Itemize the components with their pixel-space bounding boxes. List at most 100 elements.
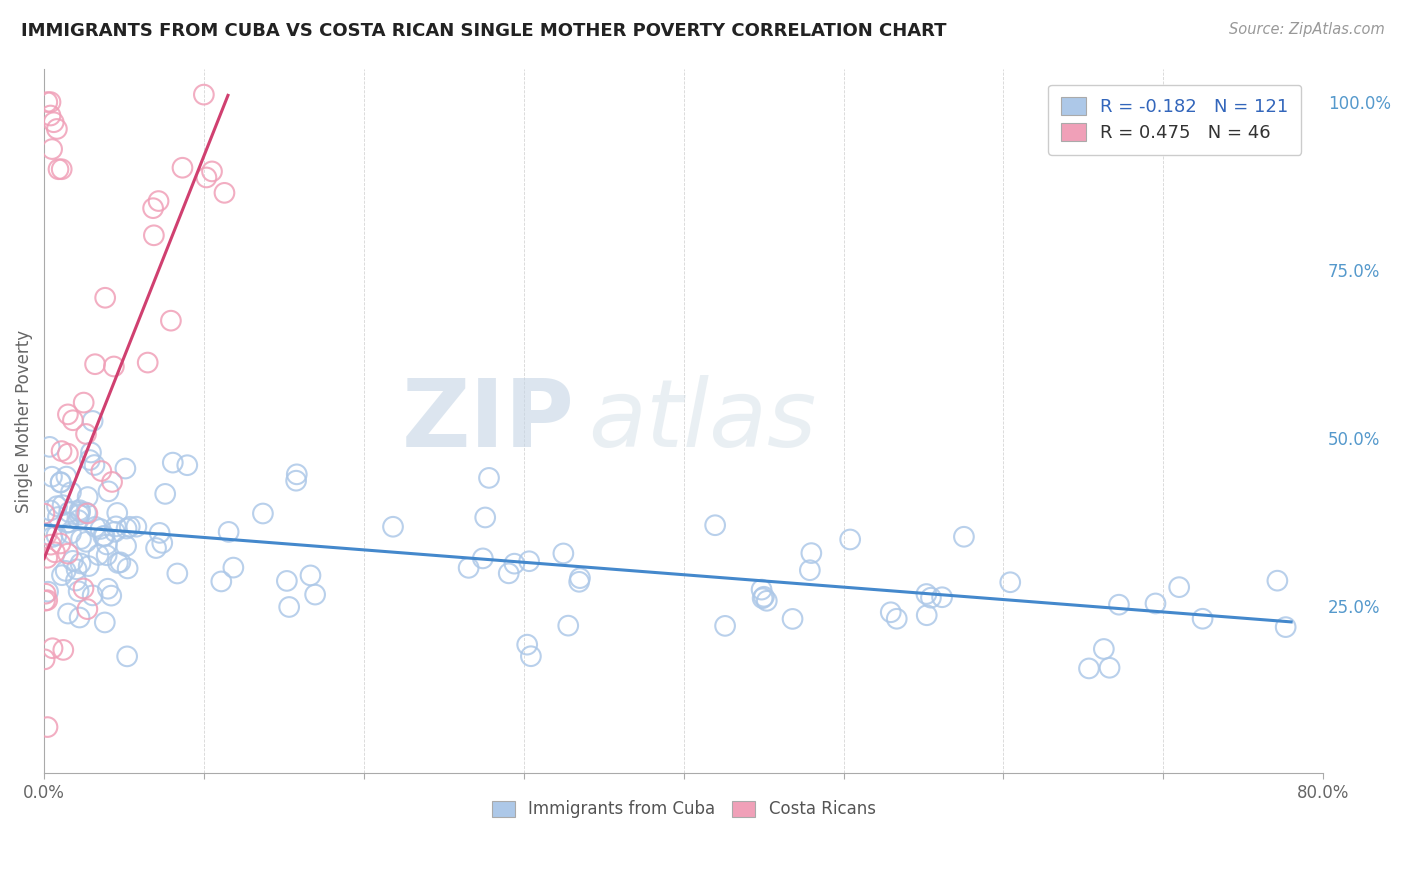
Point [478, 471, 501, 485]
Point [115, 522, 138, 536]
Point [568, 571, 591, 585]
Point [56, 547, 79, 561]
Point [70, 532, 93, 546]
Legend: Immigrants from Cuba, Costa Ricans: Immigrants from Cuba, Costa Ricans [485, 794, 883, 825]
Point [35, 527, 58, 541]
Point [89, 522, 111, 536]
Point [52, 643, 75, 657]
Point [953, 530, 976, 544]
Point [125, 519, 148, 533]
Text: IMMIGRANTS FROM CUBA VS COSTA RICAN SINGLE MOTHER POVERTY CORRELATION CHART: IMMIGRANTS FROM CUBA VS COSTA RICAN SING… [21, 22, 946, 40]
Point [471, 551, 494, 566]
Point [37, 584, 59, 599]
Point [800, 546, 823, 560]
Point [104, 519, 127, 533]
Point [65, 574, 87, 588]
Point [516, 638, 538, 652]
Point [96, 548, 118, 562]
Point [568, 574, 591, 589]
Point [46, 499, 69, 513]
Point [520, 649, 543, 664]
Point [51, 498, 73, 512]
Point [83, 458, 105, 472]
Point [209, 574, 232, 589]
Point [105, 506, 128, 520]
Point [1274, 620, 1296, 634]
Point [107, 556, 129, 570]
Point [48, 162, 70, 177]
Point [75, 426, 97, 441]
Point [59, 526, 82, 541]
Text: Source: ZipAtlas.com: Source: ZipAtlas.com [1229, 22, 1385, 37]
Point [55, 564, 77, 578]
Point [49, 475, 72, 490]
Point [150, 536, 173, 550]
Point [880, 605, 903, 619]
Point [56, 607, 79, 621]
Point [162, 456, 184, 470]
Point [34, 652, 56, 666]
Point [41, 469, 63, 483]
Point [82, 588, 104, 602]
Point [755, 594, 778, 608]
Point [58, 516, 80, 530]
Point [73, 395, 96, 409]
Point [149, 525, 172, 540]
Point [1108, 598, 1130, 612]
Point [1267, 574, 1289, 588]
Point [503, 557, 526, 571]
Point [67, 508, 90, 522]
Point [145, 541, 167, 555]
Point [77, 559, 100, 574]
Point [45, 528, 67, 542]
Point [115, 649, 138, 664]
Point [201, 164, 224, 178]
Point [75, 506, 97, 520]
Point [75, 534, 97, 549]
Point [41, 142, 63, 156]
Point [51, 444, 73, 458]
Point [252, 507, 274, 521]
Point [51, 162, 73, 177]
Point [97, 582, 120, 596]
Point [76, 490, 98, 504]
Point [1168, 580, 1191, 594]
Point [285, 474, 308, 488]
Point [45, 122, 67, 136]
Point [62, 413, 84, 427]
Point [104, 524, 127, 539]
Point [285, 467, 308, 482]
Point [1078, 661, 1101, 675]
Point [915, 587, 938, 601]
Point [49, 536, 72, 550]
Point [557, 618, 579, 632]
Point [93, 529, 115, 543]
Point [39, 109, 62, 123]
Point [41, 641, 63, 656]
Point [176, 458, 198, 473]
Point [34, 593, 56, 607]
Point [839, 533, 862, 547]
Point [278, 599, 301, 614]
Point [82, 414, 104, 428]
Point [1092, 642, 1115, 657]
Point [457, 561, 479, 575]
Point [79, 453, 101, 467]
Text: atlas: atlas [588, 376, 815, 467]
Point [56, 408, 79, 422]
Point [58, 505, 80, 519]
Point [62, 554, 84, 568]
Point [76, 602, 98, 616]
Point [117, 561, 139, 575]
Point [166, 566, 188, 581]
Point [142, 201, 165, 215]
Point [69, 505, 91, 519]
Point [172, 161, 194, 175]
Y-axis label: Single Mother Poverty: Single Mother Poverty [15, 329, 32, 513]
Point [91, 529, 114, 543]
Point [101, 475, 124, 489]
Point [39, 95, 62, 109]
Point [39, 503, 62, 517]
Point [142, 228, 165, 243]
Point [752, 590, 775, 604]
